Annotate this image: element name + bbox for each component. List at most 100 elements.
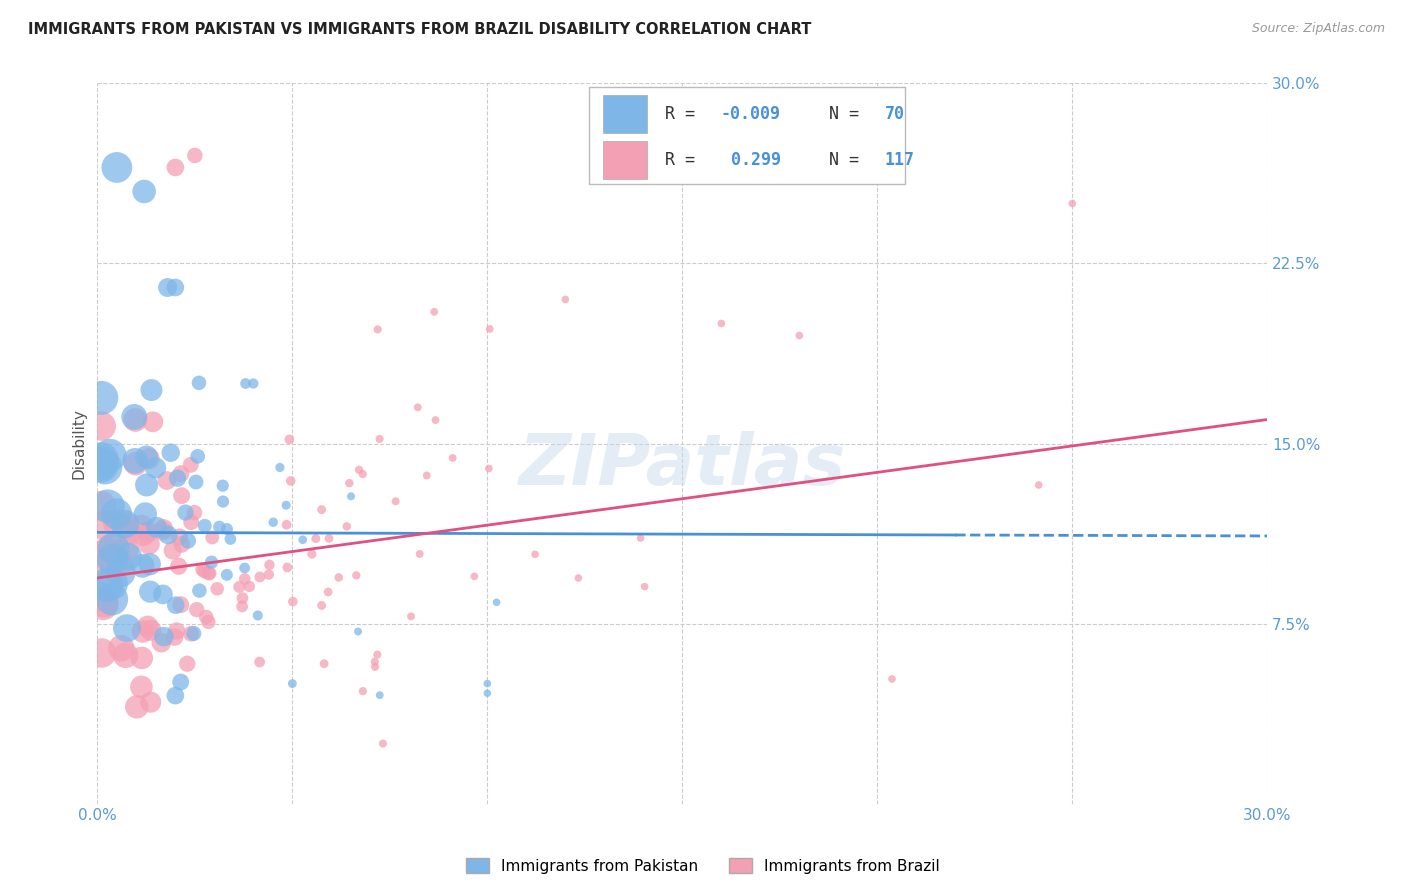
Point xyxy=(281,594,304,608)
Point xyxy=(101,592,124,607)
Point xyxy=(1062,196,1084,211)
Point xyxy=(789,328,811,343)
Point xyxy=(231,599,253,614)
Point xyxy=(159,445,181,459)
Point xyxy=(311,599,333,613)
Point xyxy=(259,558,281,572)
Point xyxy=(166,624,188,638)
Point xyxy=(195,610,218,624)
Point xyxy=(90,646,112,660)
Point xyxy=(567,571,589,585)
Point xyxy=(180,515,202,529)
Point xyxy=(93,596,115,610)
Point xyxy=(187,450,209,464)
Point xyxy=(131,558,153,573)
Point xyxy=(142,415,165,429)
Point xyxy=(208,520,231,534)
Point xyxy=(269,460,291,475)
Point xyxy=(124,413,146,427)
Point xyxy=(174,506,197,520)
Point xyxy=(90,391,112,405)
Point xyxy=(280,474,302,488)
Point xyxy=(170,598,193,612)
Point xyxy=(233,561,256,575)
Point xyxy=(97,500,120,514)
Point xyxy=(145,461,167,475)
Bar xyxy=(603,141,647,178)
Point xyxy=(328,570,350,584)
FancyBboxPatch shape xyxy=(589,87,904,185)
Point xyxy=(463,569,485,583)
Point xyxy=(131,651,153,665)
Point xyxy=(93,599,115,613)
Text: N =: N = xyxy=(828,151,869,169)
Point xyxy=(156,280,179,294)
Point xyxy=(124,457,146,471)
Point xyxy=(141,383,163,397)
Point xyxy=(90,590,112,604)
Point xyxy=(215,522,238,536)
Point xyxy=(124,454,146,468)
Point xyxy=(90,458,112,473)
Point xyxy=(249,655,271,669)
Point xyxy=(630,531,652,545)
Point xyxy=(139,558,162,572)
Point xyxy=(115,621,138,635)
Point xyxy=(138,451,160,466)
Point xyxy=(347,463,370,477)
Point xyxy=(118,525,141,540)
Point xyxy=(215,567,238,582)
Point xyxy=(318,532,340,546)
Point xyxy=(136,619,159,633)
Point xyxy=(352,684,374,698)
Point xyxy=(131,519,153,533)
Point xyxy=(191,562,214,576)
Point xyxy=(139,624,162,638)
Point xyxy=(165,280,187,294)
Point xyxy=(212,494,235,508)
Point xyxy=(441,450,464,465)
Point xyxy=(371,737,394,751)
Point xyxy=(117,549,139,564)
Text: -0.009: -0.009 xyxy=(721,104,780,123)
Point xyxy=(114,517,136,532)
Point xyxy=(207,582,229,596)
Point xyxy=(409,547,432,561)
Point xyxy=(90,456,112,470)
Point xyxy=(138,537,160,551)
Point xyxy=(103,541,125,556)
Point xyxy=(197,566,219,580)
Point xyxy=(108,557,131,571)
Point xyxy=(352,467,374,481)
Point xyxy=(132,624,155,639)
Point xyxy=(165,598,187,612)
Point xyxy=(184,148,207,162)
Text: 70: 70 xyxy=(884,104,904,123)
Point xyxy=(163,630,186,644)
Point xyxy=(145,520,167,534)
Point xyxy=(180,458,202,472)
Point xyxy=(416,468,439,483)
Point xyxy=(132,528,155,542)
Point xyxy=(228,580,250,594)
Point xyxy=(246,608,269,623)
Point xyxy=(98,541,121,556)
Text: ZIPatlas: ZIPatlas xyxy=(519,431,846,500)
Point xyxy=(219,532,242,546)
Point xyxy=(188,583,211,598)
Point xyxy=(201,530,224,544)
Point xyxy=(131,680,153,694)
Point xyxy=(193,564,215,578)
Point xyxy=(633,580,655,594)
Point xyxy=(165,161,187,175)
Point xyxy=(170,537,193,551)
Point xyxy=(314,657,336,671)
Point xyxy=(485,595,508,609)
Y-axis label: Disability: Disability xyxy=(72,409,86,479)
Point xyxy=(336,519,359,533)
Point xyxy=(153,630,176,644)
Point xyxy=(114,518,136,533)
Point xyxy=(242,376,264,391)
Text: 0.299: 0.299 xyxy=(721,151,780,169)
Text: 117: 117 xyxy=(884,151,915,169)
